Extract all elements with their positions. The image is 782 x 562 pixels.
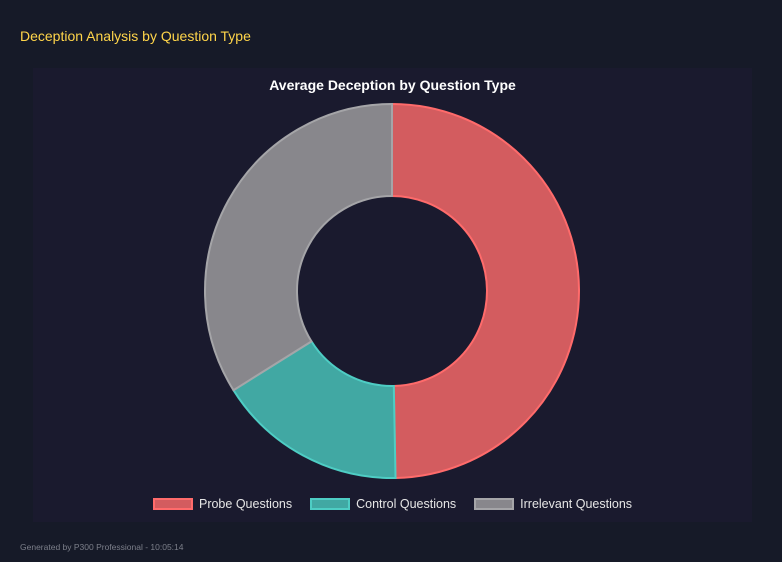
legend-label: Control Questions (356, 497, 457, 511)
slice-probe-questions[interactable] (391, 102, 581, 479)
legend-item[interactable]: Probe Questions (152, 497, 293, 511)
legend-swatch (310, 498, 351, 510)
legend-label: Probe Questions (198, 497, 293, 511)
page-heading: Deception Analysis by Question Type (20, 28, 251, 44)
donut-chart (204, 102, 581, 479)
legend-swatch (474, 498, 515, 510)
legend-item[interactable]: Control Questions (310, 497, 456, 511)
footer-text: Generated by P300 Professional - 10:05:1… (20, 542, 184, 552)
legend-item[interactable]: Irrelevant Questions (474, 497, 632, 511)
legend-swatch (152, 498, 193, 510)
legend-label: Irrelevant Questions (520, 497, 633, 511)
legend: Probe Questions Control Questions Irreleva… (33, 497, 752, 511)
chart-title: Average Deception by Question Type (269, 77, 516, 93)
chart-panel: Average Deception by Question Type Probe… (33, 68, 752, 522)
slice-irrelevant-questions[interactable] (204, 102, 393, 392)
